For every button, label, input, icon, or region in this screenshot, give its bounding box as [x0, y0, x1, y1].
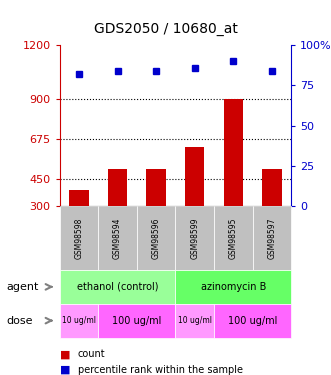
Text: ethanol (control): ethanol (control)	[77, 282, 158, 292]
Bar	[146, 169, 166, 260]
Text: GSM98598: GSM98598	[74, 217, 83, 259]
Text: ■: ■	[60, 350, 70, 359]
Text: 10 ug/ml: 10 ug/ml	[178, 316, 212, 325]
Text: GSM98599: GSM98599	[190, 217, 199, 259]
Text: count: count	[78, 350, 105, 359]
Text: percentile rank within the sample: percentile rank within the sample	[78, 365, 243, 375]
Text: GSM98597: GSM98597	[267, 217, 276, 259]
Text: ■: ■	[60, 365, 70, 375]
Bar	[185, 147, 204, 260]
Text: azinomycin B: azinomycin B	[201, 282, 266, 292]
Text: agent: agent	[7, 282, 39, 292]
Text: dose: dose	[7, 316, 33, 326]
Text: GSM98596: GSM98596	[152, 217, 161, 259]
Bar	[224, 99, 243, 260]
Bar	[108, 169, 127, 260]
Text: 100 ug/ml: 100 ug/ml	[112, 316, 162, 326]
Text: GSM98594: GSM98594	[113, 217, 122, 259]
Bar	[262, 169, 282, 260]
Bar	[69, 190, 88, 260]
Text: 10 ug/ml: 10 ug/ml	[62, 316, 96, 325]
Text: 100 ug/ml: 100 ug/ml	[228, 316, 277, 326]
Text: GSM98595: GSM98595	[229, 217, 238, 259]
Text: GDS2050 / 10680_at: GDS2050 / 10680_at	[94, 22, 237, 36]
